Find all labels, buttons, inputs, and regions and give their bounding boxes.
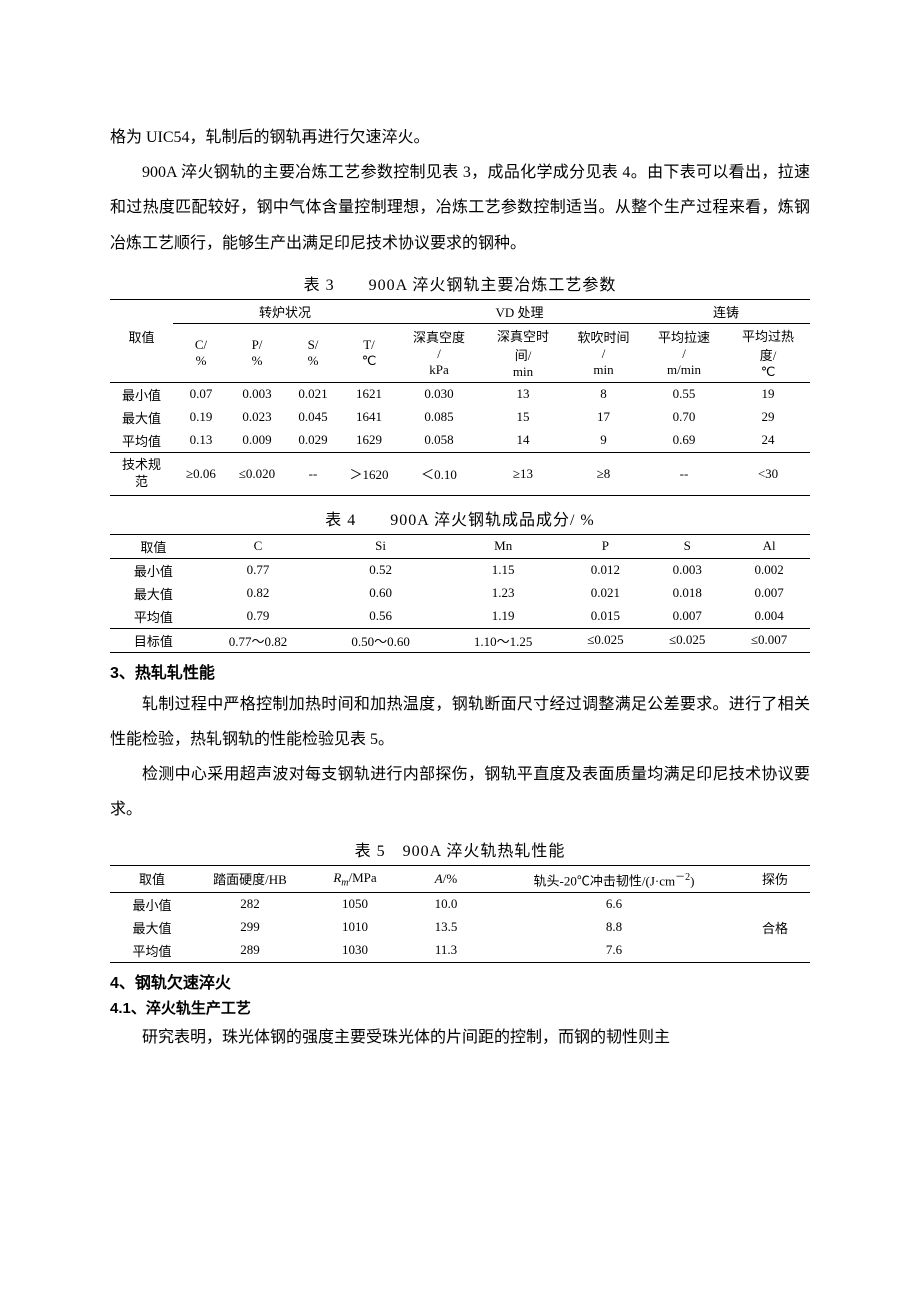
page-container: 格为 UIC54，轧制后的钢轨再进行欠速淬火。 900A 淬火钢轨的主要冶炼工艺… xyxy=(0,0,920,1302)
table-row: 目标值0.77～0.820.50～0.601.10～1.25≤0.025≤0.0… xyxy=(110,628,810,652)
heading-3: 3、热轧轧性能 xyxy=(110,659,810,683)
paragraph-4: 检测中心采用超声波对每支钢轨进行内部探伤，钢轨平直度及表面质量均满足印尼技术协议… xyxy=(110,757,810,827)
paragraph-3: 轧制过程中严格控制加热时间和加热温度，钢轨断面尺寸经过调整满足公差要求。进行了相… xyxy=(110,687,810,757)
table3-caption: 表 3 900A 淬火钢轨主要冶炼工艺参数 xyxy=(110,271,810,295)
table4-caption: 表 4 900A 淬火钢轨成品成分/ % xyxy=(110,506,810,530)
paragraph-1: 格为 UIC54，轧制后的钢轨再进行欠速淬火。 xyxy=(110,120,810,155)
table-row: 最小值282105010.06.6 合格 xyxy=(110,892,810,916)
t4-h1: C xyxy=(197,534,320,558)
table-row: 最大值0.820.601.230.0210.0180.007 xyxy=(110,582,810,605)
table-row: 最大值299101013.58.8 xyxy=(110,916,810,939)
t4-h6: Al xyxy=(728,534,810,558)
t4-h0: 取值 xyxy=(110,534,197,558)
table-row: 技术规范 ≥0.06≤0.020--＞1620 ＜0.10≥13≥8--<30 xyxy=(110,452,810,495)
t3-h-soft: 软吹时间/min xyxy=(565,323,642,382)
table3-group-converter: 转炉状况 xyxy=(173,299,397,323)
table-row: 平均值289103011.37.6 xyxy=(110,939,810,963)
t3-h-vactime: 深真空时间/min xyxy=(481,323,565,382)
table-row: 最小值 0.070.0030.0211621 0.0301380.5519 xyxy=(110,382,810,406)
t3-h-s: S/% xyxy=(285,323,341,382)
t5-h5: 探伤 xyxy=(740,866,810,892)
t4-h5: S xyxy=(646,534,728,558)
t5-h2: Rm/MPa xyxy=(306,866,404,892)
t5-h1: 踏面硬度/HB xyxy=(194,866,306,892)
t4-h3: Mn xyxy=(442,534,565,558)
t3-h-p: P/% xyxy=(229,323,285,382)
t3-h-vac: 深真空度/kPa xyxy=(397,323,481,382)
paragraph-5: 研究表明，珠光体钢的强度主要受珠光体的片间距的控制，而钢的韧性则主 xyxy=(110,1020,810,1055)
table-row: 最大值 0.190.0230.0451641 0.08515170.7029 xyxy=(110,406,810,429)
t4-h4: P xyxy=(564,534,646,558)
t3-rowlabel-header: 取值 xyxy=(110,307,173,366)
paragraph-2: 900A 淬火钢轨的主要冶炼工艺参数控制见表 3，成品化学成分见表 4。由下表可… xyxy=(110,155,810,261)
table3-group-cast: 连铸 xyxy=(642,299,810,323)
table-row: 平均值 0.130.0090.0291629 0.0581490.6924 xyxy=(110,429,810,453)
t5-h0: 取值 xyxy=(110,866,194,892)
table-3: 转炉状况 VD 处理 连铸 C/% P/% S/% T/℃ 深真空度/kPa xyxy=(110,299,810,496)
table-4: 取值 C Si Mn P S Al 最小值0.770.521.150.0120.… xyxy=(110,534,810,653)
table-row: 平均值0.790.561.190.0150.0070.004 xyxy=(110,605,810,629)
heading-4: 4、钢轨欠速淬火 xyxy=(110,969,810,993)
t5-h3: A/% xyxy=(404,866,488,892)
table3-group-vd: VD 处理 xyxy=(397,299,642,323)
heading-4-1: 4.1、淬火轨生产工艺 xyxy=(110,997,810,1018)
t5-inspection: 合格 xyxy=(740,892,810,962)
t3-h-superheat: 平均过热度/℃ xyxy=(726,323,810,382)
t3-h-t: T/℃ xyxy=(341,323,397,382)
t3-h-speed: 平均拉速/m/min xyxy=(642,323,726,382)
table5-caption: 表 5 900A 淬火轨热轧性能 xyxy=(110,837,810,861)
table-5: 取值 踏面硬度/HB Rm/MPa A/% 轨头-20℃冲击韧性/(J·cm－2… xyxy=(110,865,810,962)
table-row: 最小值0.770.521.150.0120.0030.002 xyxy=(110,558,810,582)
t4-h2: Si xyxy=(319,534,442,558)
t3-h-c: C/% xyxy=(173,323,229,382)
t5-h4: 轨头-20℃冲击韧性/(J·cm－2) xyxy=(488,866,740,892)
